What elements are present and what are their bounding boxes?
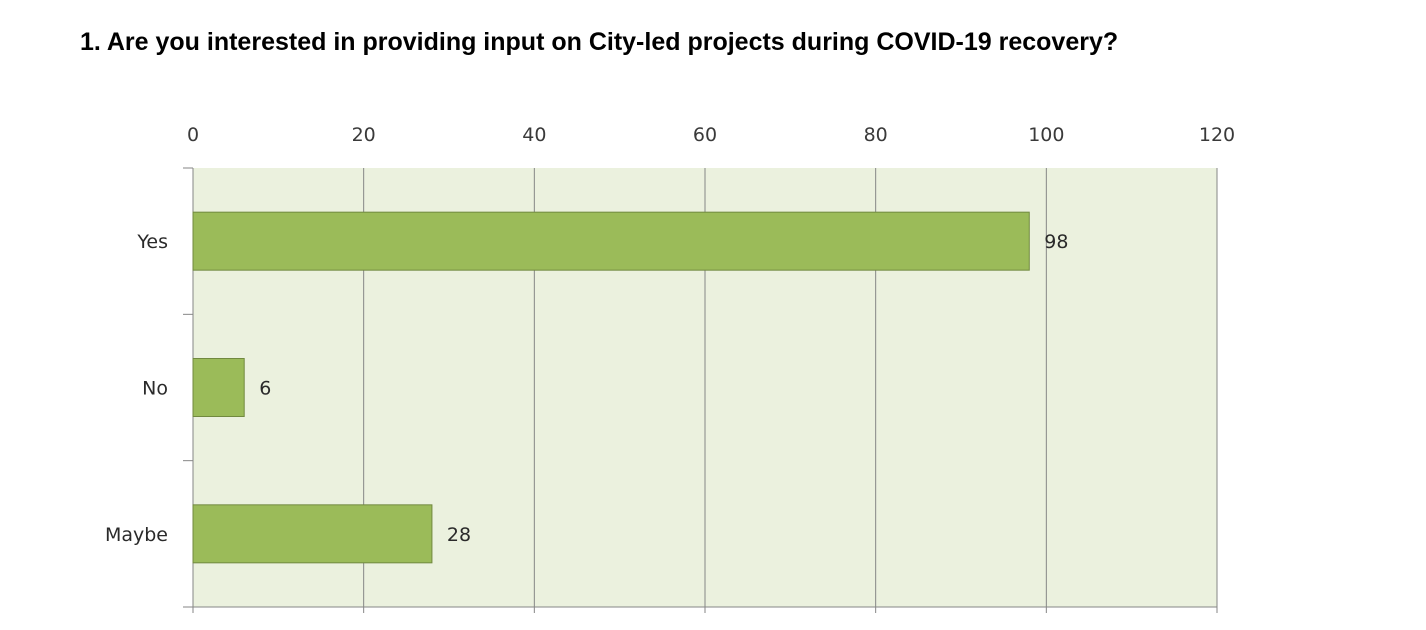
category-label-no: No bbox=[142, 378, 168, 400]
data-label-maybe: 28 bbox=[447, 524, 471, 546]
data-label-yes: 98 bbox=[1044, 231, 1068, 253]
x-tick-label-60: 60 bbox=[693, 124, 717, 146]
bar-no bbox=[192, 358, 245, 417]
data-label-no: 6 bbox=[259, 378, 271, 400]
x-tick-label-100: 100 bbox=[1028, 124, 1064, 146]
category-label-yes: Yes bbox=[136, 231, 168, 253]
x-tick-labels: 0 20 40 60 80 100 120 bbox=[187, 124, 1235, 146]
x-tick-label-80: 80 bbox=[864, 124, 888, 146]
bar-maybe bbox=[192, 504, 433, 564]
bar-yes bbox=[192, 211, 1030, 271]
x-tick-label-0: 0 bbox=[187, 124, 199, 146]
chart-title: 1. Are you interested in providing input… bbox=[80, 28, 1119, 56]
data-labels: 98 6 28 bbox=[259, 231, 1068, 546]
x-tick-label-20: 20 bbox=[352, 124, 376, 146]
x-tick-label-40: 40 bbox=[522, 124, 546, 146]
category-labels: Yes No Maybe bbox=[105, 231, 168, 546]
x-tick-label-120: 120 bbox=[1199, 124, 1235, 146]
bars bbox=[192, 211, 1030, 564]
category-label-maybe: Maybe bbox=[105, 524, 168, 546]
